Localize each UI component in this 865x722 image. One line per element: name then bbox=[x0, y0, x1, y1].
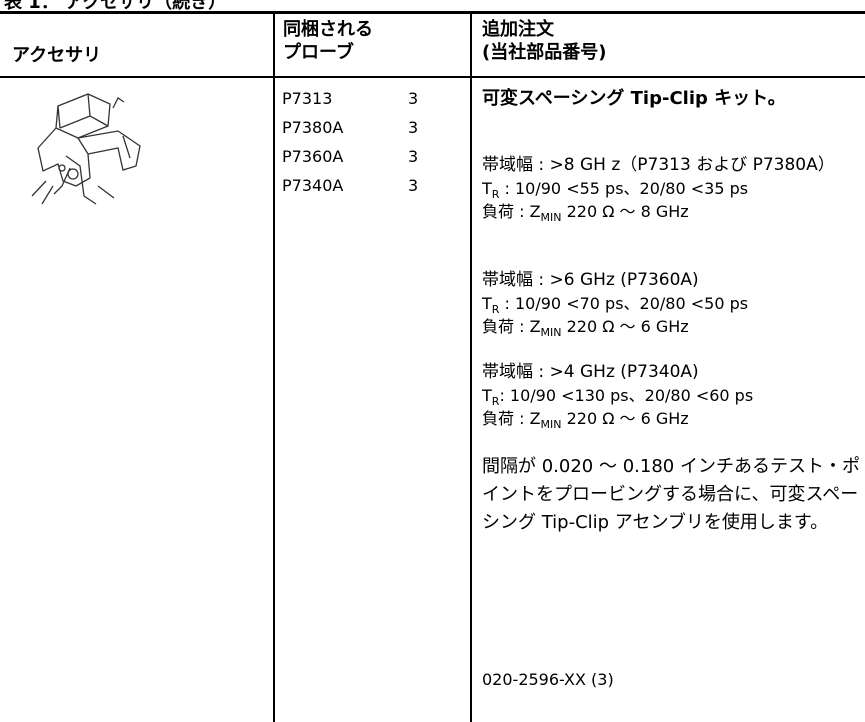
rise-line: TR : 10/90 <55 ps、20/80 <35 ps bbox=[482, 177, 860, 200]
header-cell: 同梱される プローブ bbox=[283, 18, 373, 64]
load-subscript: MIN bbox=[540, 326, 562, 339]
probe-count: 3 bbox=[408, 89, 419, 108]
load-symbol: 負荷 : Z bbox=[482, 202, 541, 221]
probe-name: P7313 bbox=[282, 89, 333, 108]
header-cell: アクセサリ bbox=[12, 45, 102, 66]
load-symbol: 負荷 : Z bbox=[482, 409, 541, 428]
load-value: 220 Ω ～ 8 GHz bbox=[561, 202, 689, 221]
rise-symbol: T bbox=[482, 179, 492, 198]
load-symbol: 負荷 : Z bbox=[482, 317, 541, 336]
spec-block: 帯域幅 : >8 GH z（P7313 および P7380A） TR : 10/9… bbox=[482, 154, 860, 223]
note: 間隔が 0.020 ～ 0.180 インチあるテスト・ポイントをプロービングする… bbox=[482, 456, 860, 533]
rise-subscript: R bbox=[491, 303, 500, 316]
load-line: 負荷 : ZMIN 220 Ω ～ 8 GHz bbox=[482, 200, 860, 223]
header-line: 同梱される bbox=[283, 19, 373, 40]
rise-subscript: R bbox=[491, 188, 500, 201]
bandwidth: 帯域幅 : >6 GHz (P7360A) bbox=[482, 270, 699, 290]
load-value: 220 Ω ～ 6 GHz bbox=[561, 317, 689, 336]
probe-count: 3 bbox=[408, 147, 419, 166]
header-cell: 追加注文 (当社部品番号) bbox=[482, 18, 606, 64]
probe-count: 3 bbox=[408, 118, 419, 137]
header-line: プローブ bbox=[283, 42, 354, 63]
spec-block: 帯域幅 : >6 GHz (P7360A) TR : 10/90 <70 ps、2… bbox=[482, 269, 860, 338]
header-line: (当社部品番号) bbox=[482, 42, 607, 63]
header-line: 追加注文 bbox=[482, 19, 554, 40]
probe-name: P7360A bbox=[282, 147, 344, 166]
rise-value: : 10/90 <130 ps、20/80 <60 ps bbox=[499, 386, 754, 405]
probe-name: P7340A bbox=[282, 176, 344, 195]
probe-name: P7380A bbox=[282, 118, 344, 137]
table-caption: 表 1： アクセサリ（続き） bbox=[4, 0, 227, 13]
load-subscript: MIN bbox=[540, 418, 562, 431]
order-title: 可変スペーシング Tip-Clip キット。 bbox=[482, 88, 786, 109]
rise-value: : 10/90 <70 ps、20/80 <50 ps bbox=[499, 294, 749, 313]
column-divider bbox=[273, 13, 275, 722]
rise-line: TR : 10/90 <70 ps、20/80 <50 ps bbox=[482, 292, 860, 315]
load-value: 220 Ω ～ 6 GHz bbox=[561, 409, 689, 428]
load-subscript: MIN bbox=[540, 211, 562, 224]
spec-block: 帯域幅 : >4 GHz (P7340A) TR: 10/90 <130 ps、2… bbox=[482, 361, 860, 430]
rise-subscript: R bbox=[491, 395, 500, 408]
rise-line: TR: 10/90 <130 ps、20/80 <60 ps bbox=[482, 384, 860, 407]
rise-value: : 10/90 <55 ps、20/80 <35 ps bbox=[499, 179, 749, 198]
load-line: 負荷 : ZMIN 220 Ω ～ 6 GHz bbox=[482, 407, 860, 430]
bandwidth: 帯域幅 : >4 GHz (P7340A) bbox=[482, 362, 699, 382]
probe-count: 3 bbox=[408, 176, 419, 195]
part-number: 020-2596-XX (3) bbox=[482, 670, 614, 689]
rise-symbol: T bbox=[482, 294, 492, 313]
rule bbox=[0, 11, 865, 14]
accessory-image bbox=[31, 93, 141, 205]
load-line: 負荷 : ZMIN 220 Ω ～ 6 GHz bbox=[482, 315, 860, 338]
bandwidth: 帯域幅 : >8 GH z（P7313 および P7380A） bbox=[482, 155, 835, 175]
rise-symbol: T bbox=[482, 386, 492, 405]
rule bbox=[0, 76, 865, 78]
column-divider bbox=[470, 13, 472, 722]
